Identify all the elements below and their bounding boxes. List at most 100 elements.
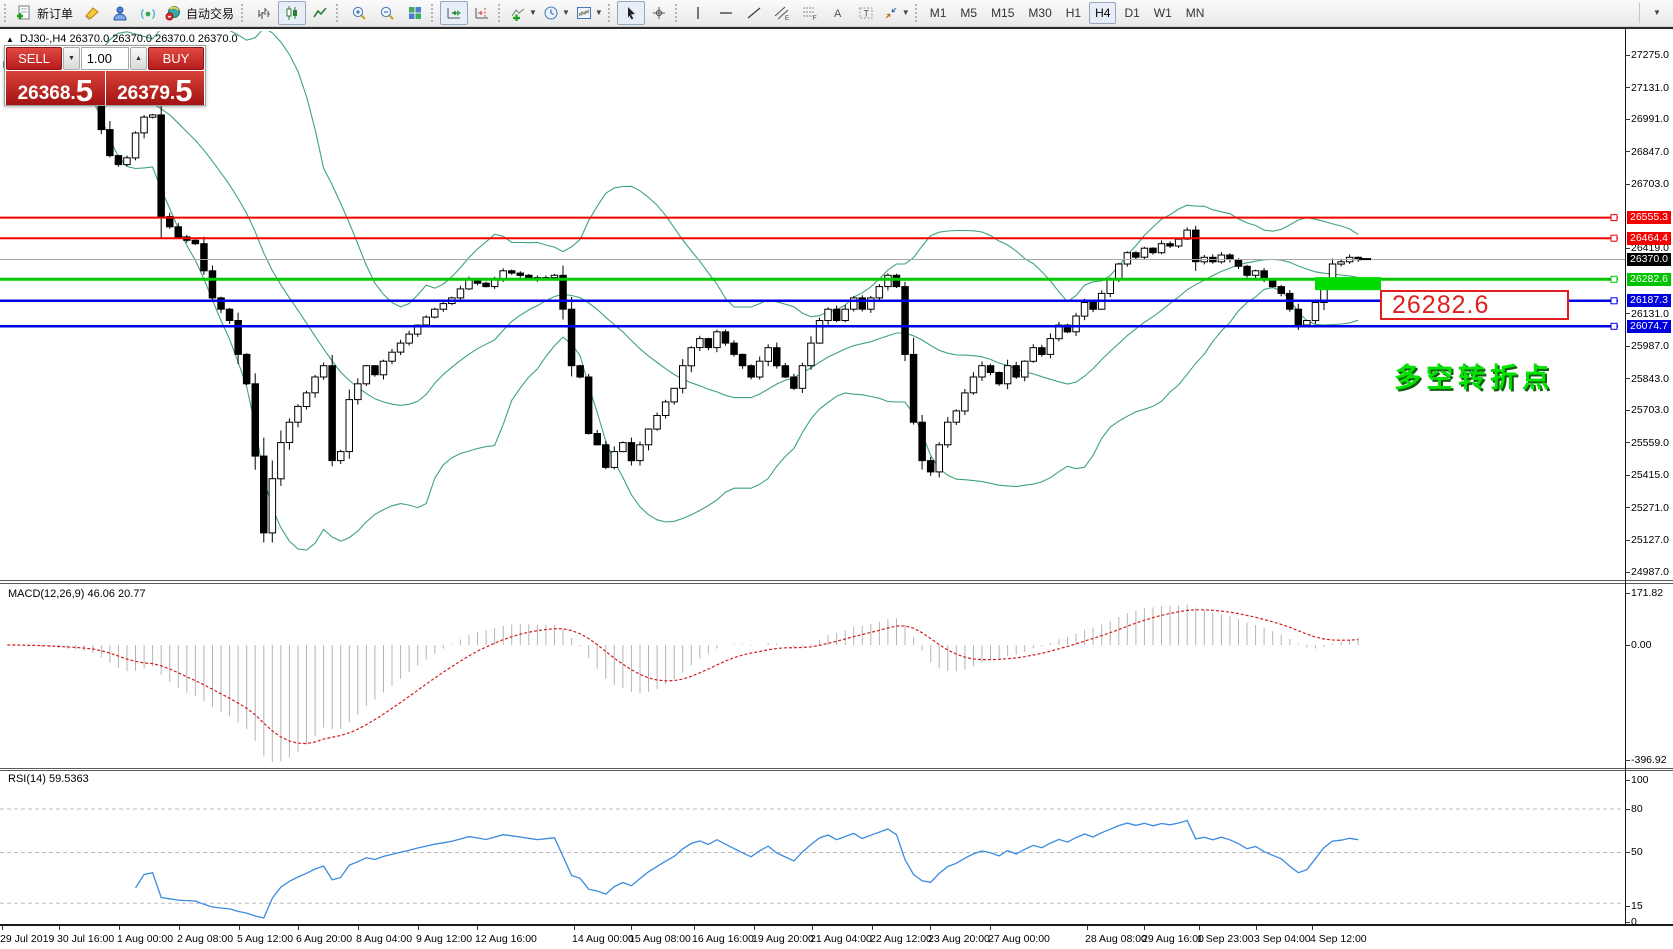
time-axis-label: 12 Aug 16:00: [475, 933, 537, 945]
volume-input[interactable]: 1.00: [81, 47, 129, 70]
price-axis-marker: 26370.0: [1627, 253, 1671, 267]
toolbar-grip[interactable]: [914, 4, 922, 22]
price-axis-tick-mark: [1625, 183, 1630, 185]
rsi-axis-tick-mark: [1625, 851, 1630, 853]
cursor-icon: [627, 7, 635, 20]
time-axis-label: 29 Jul 2019: [0, 933, 55, 945]
zoom-in-button[interactable]: [345, 1, 373, 25]
rsi-axis-label: 15: [1631, 900, 1643, 912]
macd-axis-label: 171.82: [1631, 587, 1664, 599]
rsi-axis-label: 80: [1631, 803, 1643, 815]
new-order-icon: [17, 5, 30, 20]
svg-text:F: F: [813, 16, 817, 21]
vertical-line-button[interactable]: [684, 1, 712, 25]
time-axis-tick-mark: [358, 926, 359, 930]
horizontal-line-objects[interactable]: [0, 214, 1618, 330]
time-axis-tick-mark: [631, 926, 632, 930]
text-label-icon: T: [859, 7, 873, 19]
macd-panel[interactable]: [0, 584, 1625, 768]
price-axis-tick-mark: [1625, 571, 1630, 573]
new-order-button[interactable]: 新订单: [13, 1, 78, 25]
bar-chart-button[interactable]: [250, 1, 278, 25]
time-axis-label: 14 Aug 00:00: [572, 933, 634, 945]
sell-button[interactable]: SELL: [6, 47, 62, 70]
main-price-panel[interactable]: [0, 31, 1625, 580]
one-click-toggle-icon[interactable]: ▲: [6, 34, 14, 44]
timeframe-button-m30[interactable]: M30: [1028, 6, 1052, 20]
last-price-dash: [1359, 258, 1371, 261]
chart-window: ▲ DJ30-,H4 26370.0 26370.0 26370.0 26370…: [0, 27, 1673, 949]
chart-shift-button[interactable]: [468, 1, 496, 25]
timeframe-button-mn[interactable]: MN: [1185, 6, 1205, 20]
zoom-in-icon: [352, 6, 366, 20]
timeframe-button-h4[interactable]: H4: [1089, 2, 1117, 24]
auto-scroll-button[interactable]: [440, 1, 469, 25]
arrows-button[interactable]: ▼: [880, 1, 913, 25]
toolbar-grip[interactable]: [431, 4, 438, 22]
line-chart-button[interactable]: [306, 1, 334, 25]
toolbar-grip[interactable]: [674, 4, 682, 22]
buy-price-dot: .: [169, 83, 176, 104]
toolbar-grip[interactable]: [607, 4, 615, 22]
tile-windows-button[interactable]: [401, 1, 429, 25]
horizontal-line-button[interactable]: [712, 1, 740, 25]
time-axis-tick-mark: [990, 926, 991, 930]
rsi-panel[interactable]: [0, 771, 1625, 924]
crosshair-button[interactable]: [645, 1, 673, 25]
styler-button[interactable]: [78, 1, 106, 25]
indicators-button[interactable]: ▼: [507, 1, 540, 25]
sell-price[interactable]: 26368. 5: [6, 71, 105, 106]
periods-button[interactable]: ▼: [540, 1, 573, 25]
text-label-button[interactable]: T: [852, 1, 880, 25]
autotrading-icon: [165, 6, 181, 21]
autotrading-button[interactable]: 自动交易: [162, 1, 239, 25]
chart-title: ▲ DJ30-,H4 26370.0 26370.0 26370.0 26370…: [6, 33, 238, 45]
fibonacci-button[interactable]: F: [796, 1, 824, 25]
price-axis-tick-mark: [1625, 409, 1630, 411]
time-axis-label: 28 Aug 08:00: [1085, 933, 1147, 945]
zoom-out-button[interactable]: [373, 1, 401, 25]
trend-line-button[interactable]: [740, 1, 768, 25]
candlestick-chart-button[interactable]: [278, 1, 307, 25]
buy-button[interactable]: BUY: [148, 47, 204, 70]
volume-increase-button[interactable]: ▲: [130, 47, 147, 70]
price-axis-tick-mark: [1625, 378, 1630, 380]
svg-text:E: E: [785, 16, 789, 21]
timeframe-button-d1[interactable]: D1: [1124, 6, 1140, 20]
price-axis-marker: 26187.3: [1627, 294, 1671, 308]
timeframe-button-m5[interactable]: M5: [960, 6, 978, 20]
timeframe-button-m15[interactable]: M15: [991, 6, 1015, 20]
price-level-annotation[interactable]: 26282.6: [1380, 290, 1569, 320]
toolbar-grip[interactable]: [241, 4, 248, 22]
text-button[interactable]: A: [824, 1, 852, 25]
community-button[interactable]: [106, 1, 134, 25]
toolbar-overflow-button[interactable]: ▼: [1643, 1, 1671, 25]
timeframe-button-m1[interactable]: M1: [929, 6, 947, 20]
buy-price[interactable]: 26379. 5: [105, 71, 204, 106]
time-axis-label: 22 Aug 12:00: [870, 933, 932, 945]
svg-text:A: A: [834, 8, 842, 20]
toolbar-grip[interactable]: [336, 4, 343, 22]
highlight-rectangle[interactable]: [1315, 277, 1381, 291]
time-axis[interactable]: 29 Jul 2019 30 Jul 16:00 1 Aug 00:00 2 Aug …: [0, 926, 1673, 949]
vertical-line-icon: [697, 7, 699, 19]
timeframe-toolbar: M1 M5 M15 M30 H1 H4 D1 W1 MN: [924, 2, 1211, 24]
signals-button[interactable]: [134, 1, 162, 25]
timeframe-button-w1[interactable]: W1: [1153, 6, 1172, 20]
time-axis-tick-mark: [59, 926, 60, 930]
toolbar-grip[interactable]: [498, 4, 505, 22]
candlestick-chart-icon: [286, 6, 298, 20]
equidistant-channel-button[interactable]: E: [768, 1, 796, 25]
volume-decrease-button[interactable]: ▼: [63, 47, 80, 70]
timeframe-button-h1[interactable]: H1: [1065, 6, 1082, 20]
toolbar-grip[interactable]: [4, 4, 11, 22]
templates-button[interactable]: ▼: [573, 1, 606, 25]
candles: [3, 59, 1362, 543]
rsi-axis-tick-mark: [1625, 905, 1630, 907]
turning-point-note[interactable]: 多空转折点: [1394, 363, 1554, 393]
panel-separator[interactable]: [0, 580, 1673, 584]
panel-separator[interactable]: [0, 768, 1673, 771]
macd-signal-line: [7, 609, 1359, 745]
cursor-button[interactable]: [616, 1, 645, 25]
